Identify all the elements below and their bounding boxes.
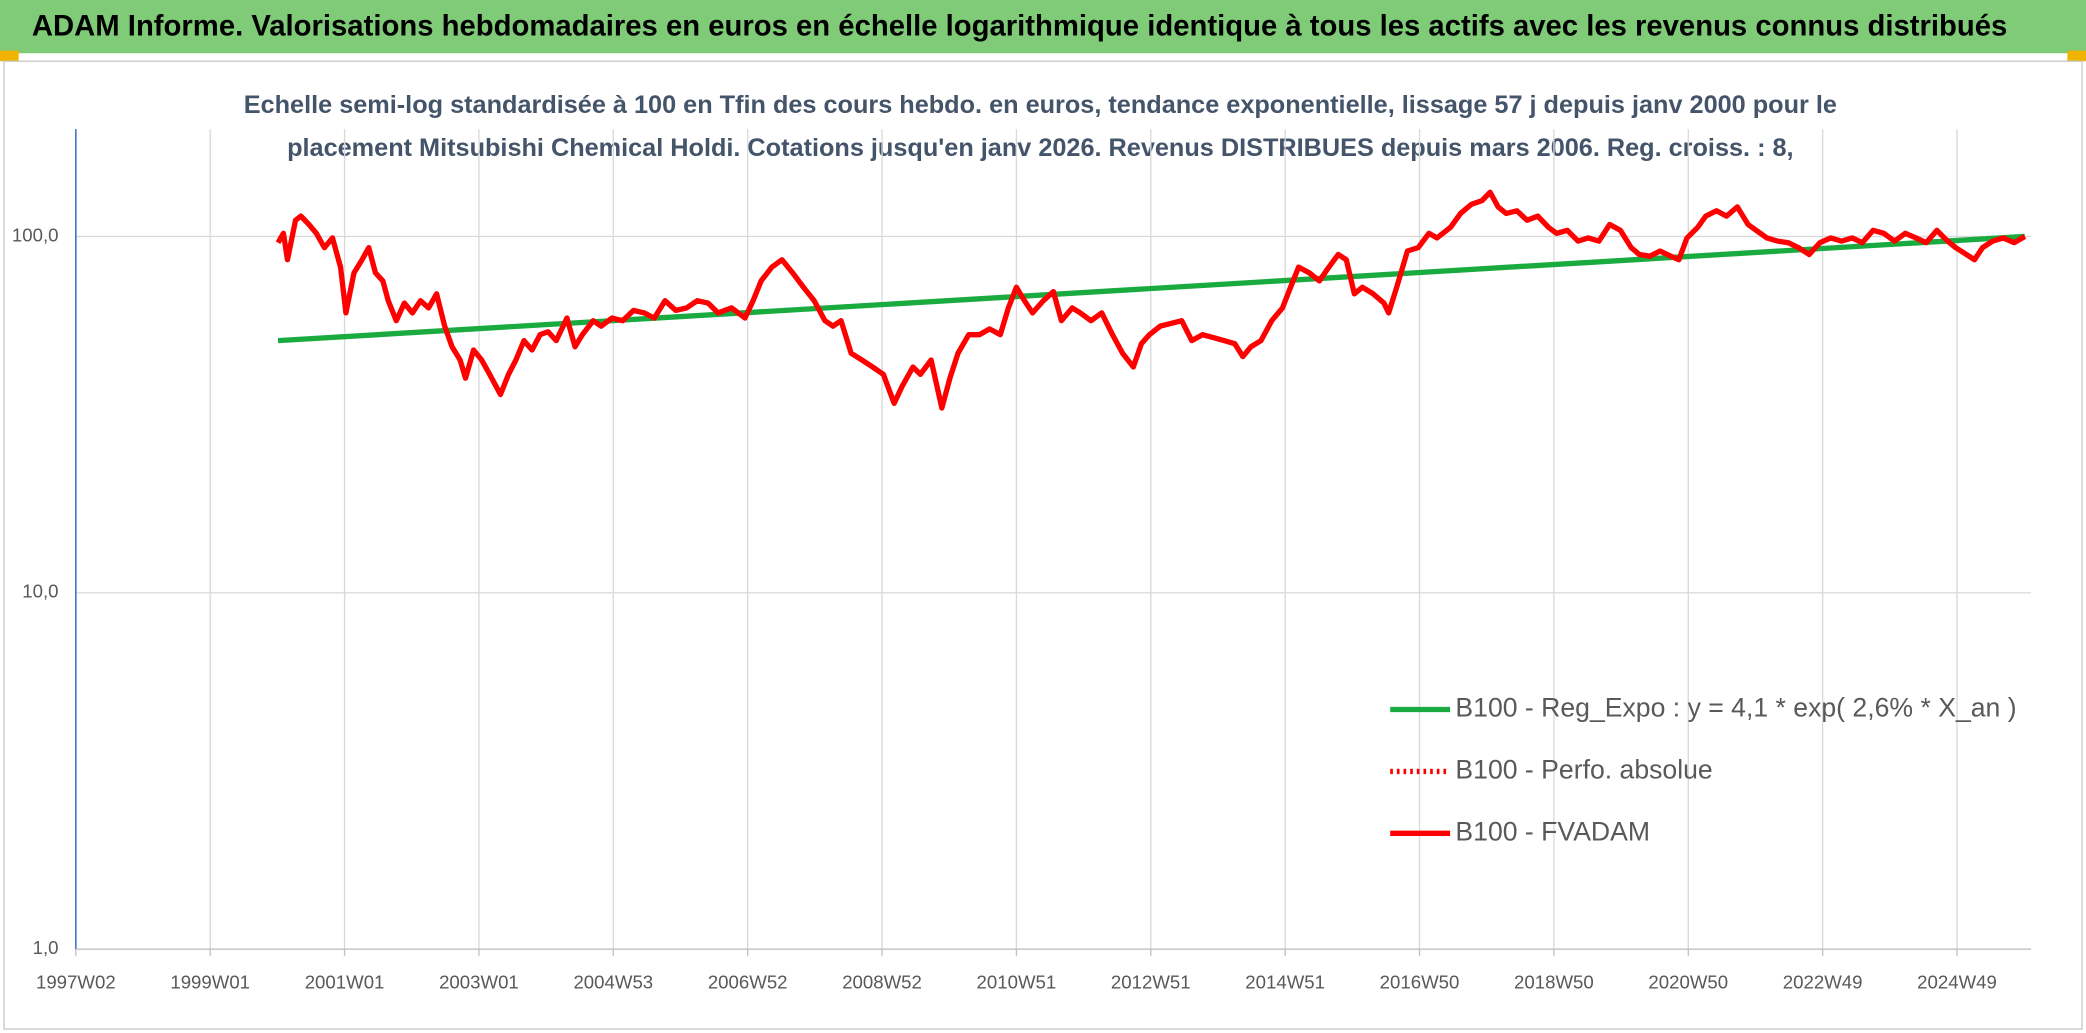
x-tick-label: 2008W52 xyxy=(842,972,922,993)
y-tick-label: 100,0 xyxy=(12,224,59,245)
x-tick-label: 1999W01 xyxy=(170,972,250,993)
x-tick-label: 2012W51 xyxy=(1111,972,1191,993)
legend-label: B100 - Reg_Expo : y = 4,1 * exp( 2,6% * … xyxy=(1455,693,2016,723)
x-tick-label: 2001W01 xyxy=(305,972,385,993)
legend-label: B100 - Perfo. absolue xyxy=(1455,754,1712,784)
corner-mark xyxy=(0,50,19,62)
x-tick-label: 2024W49 xyxy=(1917,972,1997,993)
x-tick-label: 2014W51 xyxy=(1245,972,1325,993)
x-tick-label: 2016W50 xyxy=(1380,972,1460,993)
x-tick-label: 2020W50 xyxy=(1648,972,1728,993)
y-tick-label: 1,0 xyxy=(33,937,59,958)
x-tick-label: 2018W50 xyxy=(1514,972,1594,993)
corner-mark xyxy=(2067,50,2086,62)
x-tick-label: 2006W52 xyxy=(708,972,788,993)
chart-frame xyxy=(3,60,2083,1030)
legend-label: B100 - FVADAM xyxy=(1455,816,1650,846)
x-tick-label: 2003W01 xyxy=(439,972,519,993)
x-tick-label: 2010W51 xyxy=(977,972,1057,993)
chart-subtitle: placement Mitsubishi Chemical Holdi. Cot… xyxy=(287,134,1793,162)
x-tick-label: 2022W49 xyxy=(1783,972,1863,993)
header-bar xyxy=(0,0,2086,54)
x-tick-label: 1997W02 xyxy=(36,972,116,993)
chart-subtitle: Echelle semi-log standardisée à 100 en T… xyxy=(244,91,1837,119)
page-title: ADAM Informe. Valorisations hebdomadaire… xyxy=(32,11,2007,43)
series-line xyxy=(275,189,2027,411)
y-tick-label: 10,0 xyxy=(22,581,58,602)
x-tick-label: 2004W53 xyxy=(573,972,653,993)
